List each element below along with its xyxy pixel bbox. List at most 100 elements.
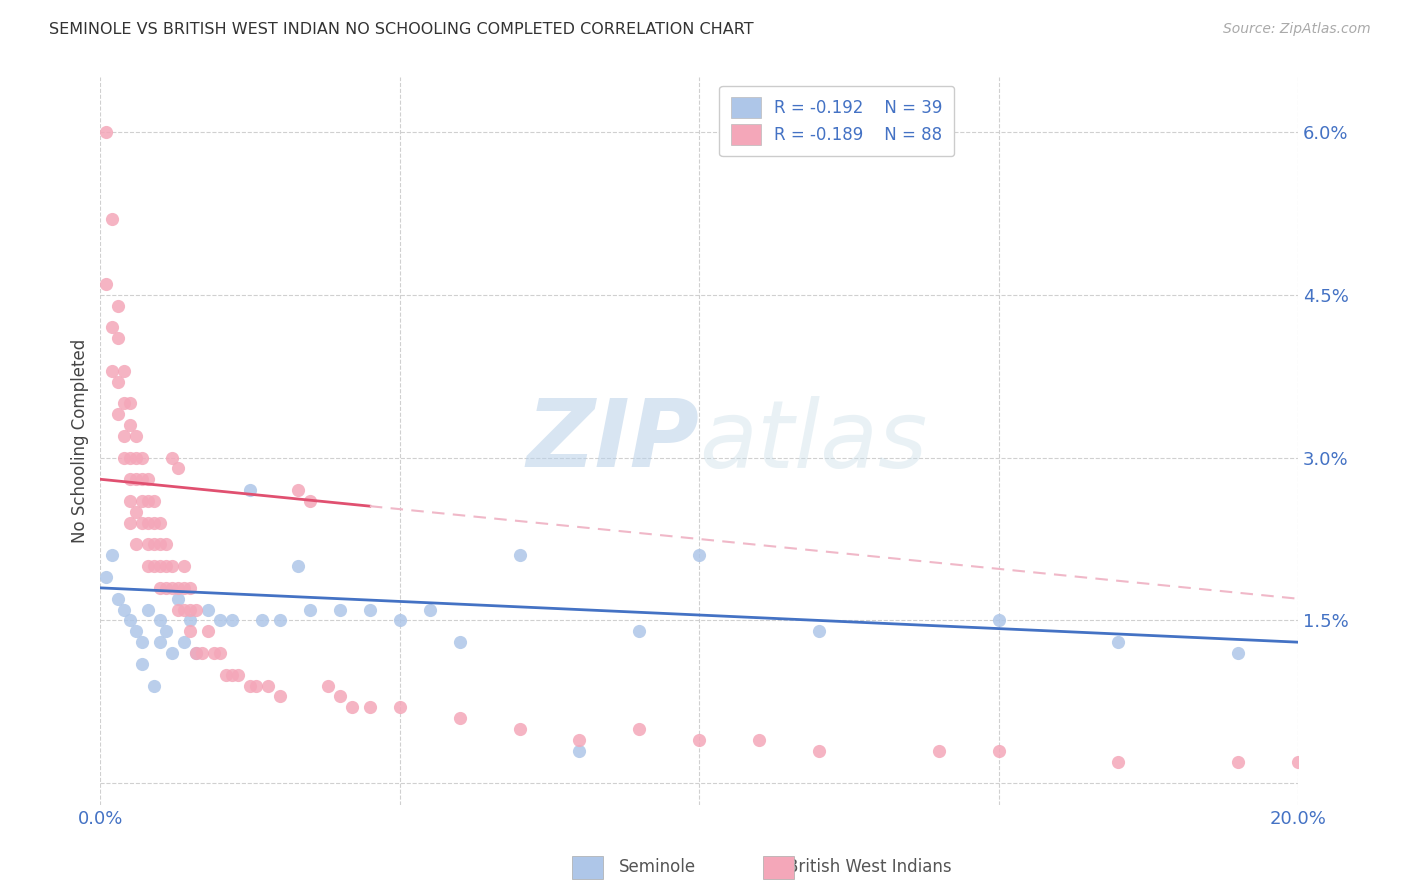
Point (748, 733, 770, 747)
Point (179, 614, 201, 628)
Point (987, 614, 1010, 628)
Point (287, 483, 309, 497)
Y-axis label: No Schooling Completed: No Schooling Completed (72, 339, 89, 543)
Point (131, 450, 153, 465)
Point (688, 733, 710, 747)
Point (96, 570, 118, 584)
Point (509, 722, 531, 736)
Point (419, 602, 441, 616)
Point (125, 505, 148, 519)
Point (107, 298, 129, 312)
Point (107, 331, 129, 345)
Point (143, 537, 166, 551)
Point (101, 364, 124, 378)
Point (136, 602, 159, 616)
Point (96, 125, 118, 139)
Point (120, 396, 142, 410)
Point (186, 646, 208, 660)
Point (167, 461, 190, 475)
Point (131, 516, 153, 530)
Point (628, 624, 651, 639)
Point (239, 483, 262, 497)
Point (173, 559, 195, 574)
Point (186, 602, 208, 616)
Point (112, 396, 135, 410)
Point (359, 700, 381, 714)
Point (807, 624, 830, 639)
Point (101, 211, 124, 226)
Point (359, 602, 381, 616)
Point (1107, 755, 1129, 769)
Point (131, 494, 153, 508)
Point (215, 667, 238, 681)
Point (807, 744, 830, 758)
Point (250, 614, 273, 628)
Point (125, 450, 148, 465)
Point (568, 744, 591, 758)
Point (191, 646, 214, 660)
Point (136, 516, 159, 530)
Point (143, 679, 166, 693)
Point (155, 581, 177, 595)
Point (388, 614, 411, 628)
Point (298, 494, 321, 508)
Point (120, 494, 142, 508)
Point (257, 679, 280, 693)
Point (149, 614, 172, 628)
Point (298, 602, 321, 616)
Point (149, 581, 172, 595)
Point (226, 667, 249, 681)
Point (107, 375, 129, 389)
Point (186, 646, 208, 660)
Point (120, 472, 142, 486)
Point (449, 711, 471, 725)
Point (149, 635, 172, 649)
Point (239, 679, 262, 693)
Point (160, 646, 183, 660)
Point (112, 364, 135, 378)
Point (173, 635, 195, 649)
Point (107, 407, 129, 421)
Text: British West Indians: British West Indians (787, 858, 952, 876)
Point (221, 614, 243, 628)
Point (1286, 755, 1309, 769)
Point (329, 690, 352, 704)
Point (160, 559, 183, 574)
Text: Source: ZipAtlas.com: Source: ZipAtlas.com (1223, 22, 1371, 37)
Point (120, 614, 142, 628)
Point (928, 744, 950, 758)
Point (143, 494, 166, 508)
Point (143, 559, 166, 574)
Point (125, 429, 148, 443)
Point (125, 624, 148, 639)
Point (197, 602, 219, 616)
Point (568, 733, 591, 747)
Point (688, 549, 710, 563)
Point (1227, 646, 1250, 660)
Point (1107, 635, 1129, 649)
Point (149, 537, 172, 551)
Text: ZIP: ZIP (526, 395, 699, 487)
Point (131, 472, 153, 486)
Point (96, 277, 118, 291)
Point (316, 679, 339, 693)
Point (120, 417, 142, 432)
Point (269, 614, 291, 628)
Point (136, 559, 159, 574)
Point (1227, 755, 1250, 769)
Point (112, 429, 135, 443)
Point (125, 537, 148, 551)
Point (112, 450, 135, 465)
Point (136, 472, 159, 486)
Point (107, 591, 129, 606)
Point (120, 450, 142, 465)
Point (167, 602, 190, 616)
Point (155, 624, 177, 639)
Point (120, 516, 142, 530)
Point (167, 591, 190, 606)
Point (149, 559, 172, 574)
Text: Seminole: Seminole (619, 858, 696, 876)
Point (160, 581, 183, 595)
Point (202, 646, 225, 660)
Legend: R = -0.192    N = 39, R = -0.189    N = 88: R = -0.192 N = 39, R = -0.189 N = 88 (720, 86, 955, 156)
